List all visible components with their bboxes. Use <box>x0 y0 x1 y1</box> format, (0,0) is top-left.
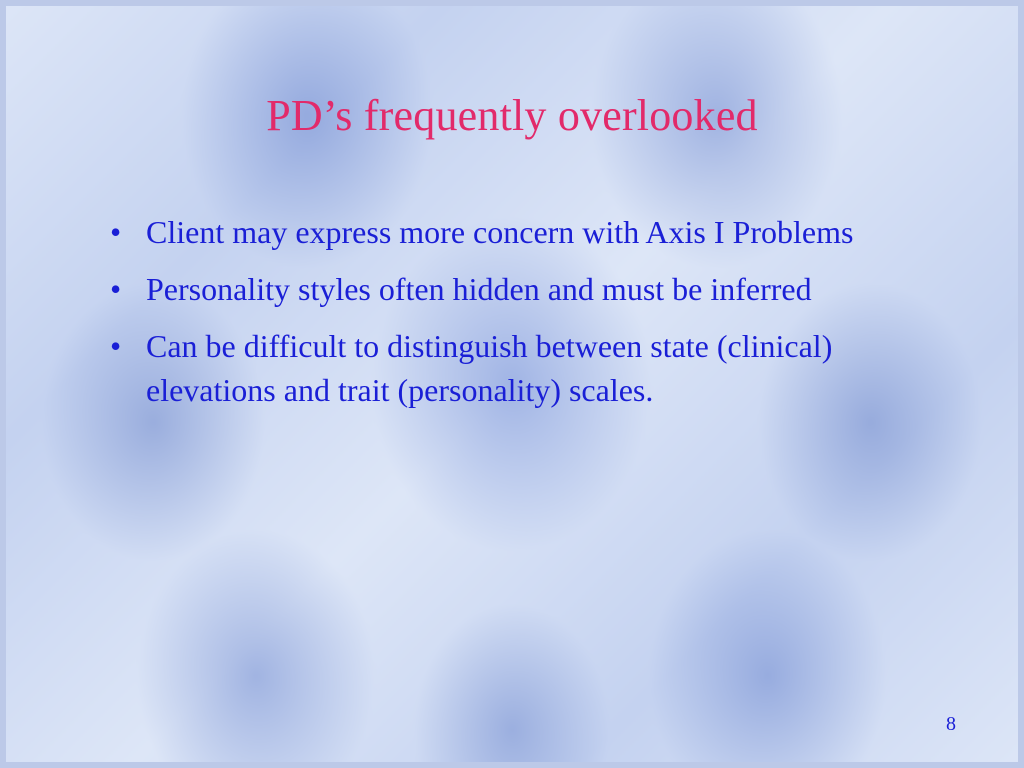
bullet-item: Can be difficult to distinguish between … <box>110 325 934 411</box>
bullet-list: Client may express more concern with Axi… <box>90 211 934 412</box>
bullet-item: Client may express more concern with Axi… <box>110 211 934 254</box>
page-number: 8 <box>946 713 956 736</box>
bullet-item: Personality styles often hidden and must… <box>110 268 934 311</box>
slide-title: PD’s frequently overlooked <box>90 90 934 141</box>
slide-content: PD’s frequently overlooked Client may ex… <box>0 0 1024 768</box>
